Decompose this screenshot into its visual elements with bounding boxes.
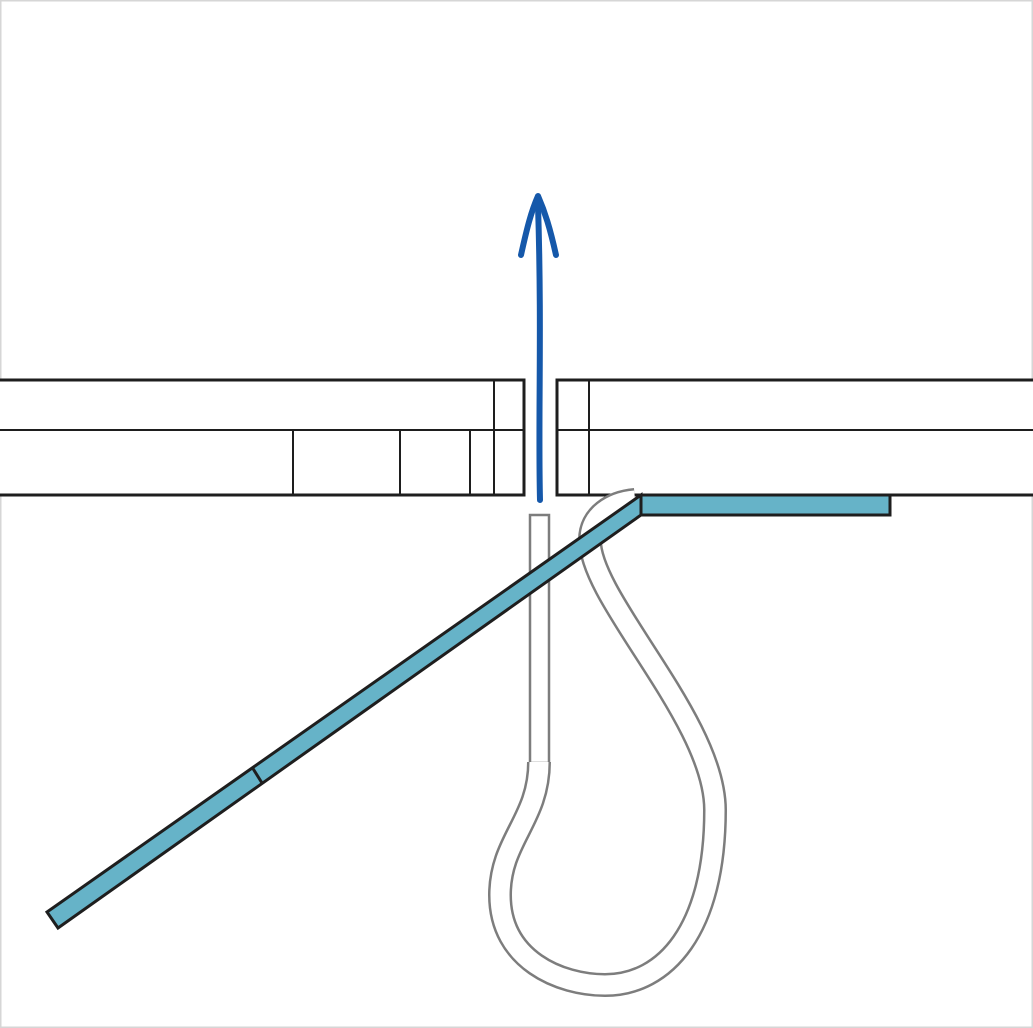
arrow-head xyxy=(518,193,559,258)
strap-flat-segment xyxy=(639,493,892,517)
arrow-up-icon xyxy=(518,193,559,503)
left-panel xyxy=(0,378,526,497)
strap-diagonal-segment xyxy=(44,492,643,931)
blue-strap xyxy=(44,492,892,931)
wire-loop xyxy=(488,488,727,997)
wire-loop-inner xyxy=(490,490,725,995)
pull-tab-strip xyxy=(528,513,551,765)
left-panel-outline xyxy=(0,378,526,497)
strap-seam xyxy=(250,766,264,784)
right-panel xyxy=(555,378,1033,497)
right-panel-outline xyxy=(555,378,1033,497)
arrow-shaft xyxy=(535,202,543,503)
pull-tab xyxy=(528,513,551,765)
